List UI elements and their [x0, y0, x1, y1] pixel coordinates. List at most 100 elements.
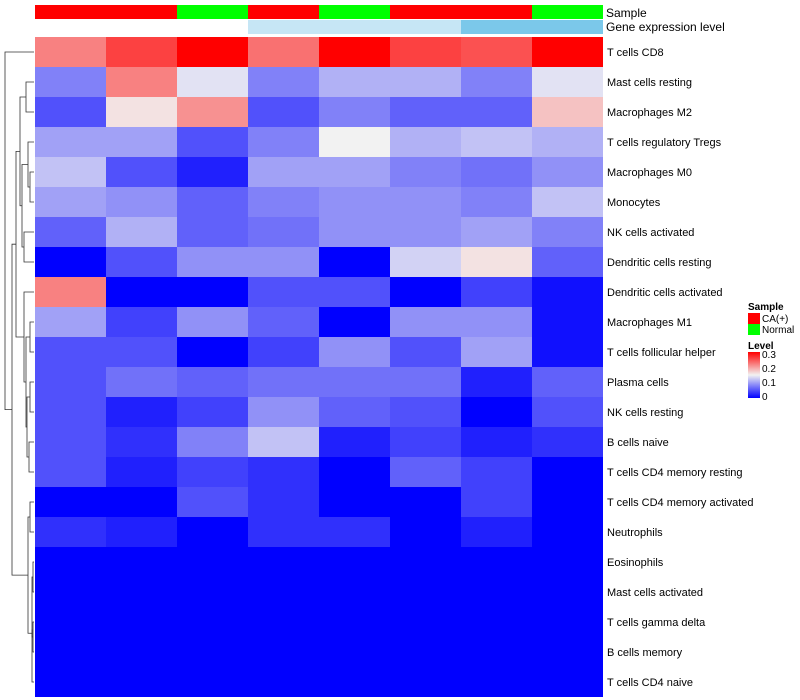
heatmap-cell-2-6: [461, 97, 532, 127]
dendrogram-branch-4: [29, 501, 34, 533]
heatmap-cell-18-7: [532, 577, 603, 607]
heatmap-cell-21-3: [248, 667, 319, 697]
heatmap-cell-18-2: [177, 577, 248, 607]
heatmap-cell-18-3: [248, 577, 319, 607]
heatmap-cell-18-6: [461, 577, 532, 607]
heatmap-cell-12-1: [106, 397, 177, 427]
row-label-7: Dendritic cells resting: [607, 257, 712, 269]
heatmap-cell-14-1: [106, 457, 177, 487]
row-label-17: Eosinophils: [607, 557, 664, 569]
heatmap-cell-10-1: [106, 337, 177, 367]
heatmap-cell-2-5: [390, 97, 461, 127]
heatmap-cell-0-3: [248, 37, 319, 67]
heatmap-cell-13-3: [248, 427, 319, 457]
dendrogram-branch-9: [29, 321, 34, 353]
heatmap-cell-1-1: [106, 67, 177, 97]
expr-anno-cell-4: [319, 20, 390, 34]
heatmap-cell-5-0: [35, 187, 106, 217]
heatmap-cell-3-5: [390, 127, 461, 157]
heatmap-cell-14-2: [177, 457, 248, 487]
row-label-9: Macrophages M1: [607, 317, 692, 329]
dendrogram-branch-13: [27, 141, 34, 188]
annotation-bars: [35, 5, 603, 34]
heatmap-cell-16-6: [461, 517, 532, 547]
heatmap-cell-20-7: [532, 637, 603, 667]
heatmap-cell-0-5: [390, 37, 461, 67]
expr-anno-cell-3: [248, 20, 319, 34]
heatmap-cell-19-0: [35, 607, 106, 637]
sample-anno-cell-1: [106, 5, 177, 19]
heatmap-cell-20-0: [35, 637, 106, 667]
row-label-0: T cells CD8: [607, 47, 664, 59]
heatmap-cell-8-6: [461, 277, 532, 307]
heatmap-cell-6-7: [532, 217, 603, 247]
heatmap-cell-17-4: [319, 547, 390, 577]
heatmap-cell-1-7: [532, 67, 603, 97]
row-label-5: Monocytes: [607, 197, 661, 209]
heatmap-cell-12-0: [35, 397, 106, 427]
heatmap-cell-5-2: [177, 187, 248, 217]
heatmap-cell-7-1: [106, 247, 177, 277]
dendrogram-branch-0: [32, 561, 34, 593]
heatmap-cell-0-1: [106, 37, 177, 67]
heatmap-cell-11-0: [35, 367, 106, 397]
heatmap-cell-21-6: [461, 667, 532, 697]
sample-anno-cell-3: [248, 5, 319, 19]
heatmap-cell-9-2: [177, 307, 248, 337]
heatmap-cell-11-5: [390, 367, 461, 397]
heatmap-cell-19-1: [106, 607, 177, 637]
heatmap-cell-3-1: [106, 127, 177, 157]
heatmap-cell-16-0: [35, 517, 106, 547]
heatmap-cell-3-6: [461, 127, 532, 157]
heatmap-cell-15-5: [390, 487, 461, 517]
heatmap-cell-19-5: [390, 607, 461, 637]
ca-legend-swatch: [748, 313, 760, 324]
level-tick-0: 0: [762, 392, 768, 403]
heatmap-cell-6-1: [106, 217, 177, 247]
dendrogram-branch-7: [29, 381, 34, 413]
heatmap-cell-8-4: [319, 277, 390, 307]
heatmap-cell-15-0: [35, 487, 106, 517]
heatmap-cell-15-2: [177, 487, 248, 517]
heatmap-cell-16-7: [532, 517, 603, 547]
heatmap-cell-3-2: [177, 127, 248, 157]
heatmap-cell-10-4: [319, 337, 390, 367]
heatmap-cell-12-6: [461, 397, 532, 427]
heatmap-cell-7-4: [319, 247, 390, 277]
heatmap-cell-2-0: [35, 97, 106, 127]
heatmap-cell-4-1: [106, 157, 177, 187]
heatmap-cell-18-0: [35, 577, 106, 607]
heatmap-cell-17-3: [248, 547, 319, 577]
heatmap-cell-20-4: [319, 637, 390, 667]
heatmap-cell-17-5: [390, 547, 461, 577]
heatmap-cell-21-2: [177, 667, 248, 697]
row-label-18: Mast cells activated: [607, 587, 703, 599]
heatmap-cell-18-4: [319, 577, 390, 607]
dendrogram-branch-20: [4, 51, 34, 411]
heatmap-cell-18-5: [390, 577, 461, 607]
heatmap-cell-3-3: [248, 127, 319, 157]
expr-anno-cell-2: [177, 20, 248, 34]
dendrogram-branch-8: [26, 396, 30, 458]
heatmap-cell-20-5: [390, 637, 461, 667]
heatmap-cell-10-7: [532, 337, 603, 367]
heatmap-cell-19-3: [248, 607, 319, 637]
heatmap-cell-21-0: [35, 667, 106, 697]
sample-legend-title: Sample: [748, 302, 784, 313]
heatmap-cell-12-5: [390, 397, 461, 427]
ca-legend-label: CA(+): [762, 314, 788, 325]
heatmap-cell-2-3: [248, 97, 319, 127]
heatmap-cell-14-7: [532, 457, 603, 487]
heatmap-cell-16-2: [177, 517, 248, 547]
row-label-4: Macrophages M0: [607, 167, 692, 179]
heatmap-cell-10-0: [35, 337, 106, 367]
expr-anno-cell-7: [532, 20, 603, 34]
sample-annotation-label: Sample: [606, 6, 647, 20]
row-label-10: T cells follicular helper: [607, 347, 716, 359]
heatmap-cell-1-6: [461, 67, 532, 97]
heatmap-cell-15-3: [248, 487, 319, 517]
heatmap-cell-8-5: [390, 277, 461, 307]
heatmap-cell-14-5: [390, 457, 461, 487]
heatmap-cells: [35, 37, 603, 697]
heatmap-cell-6-2: [177, 217, 248, 247]
